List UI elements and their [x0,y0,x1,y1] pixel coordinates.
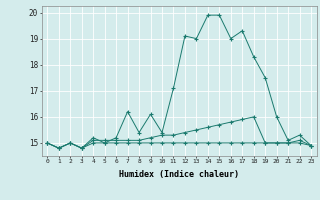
X-axis label: Humidex (Indice chaleur): Humidex (Indice chaleur) [119,170,239,179]
